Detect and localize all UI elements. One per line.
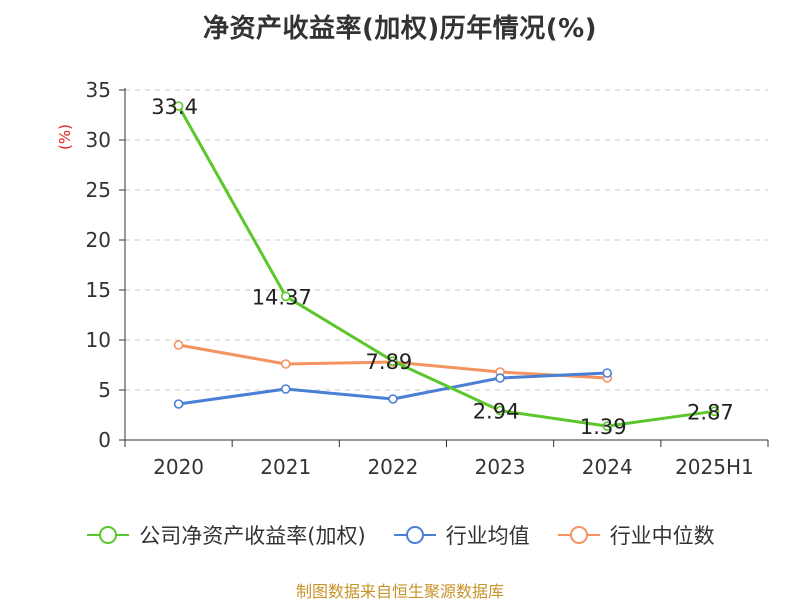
data-point [709,406,720,417]
data-label: 2.87 [687,400,734,424]
data-label: 7.89 [366,350,413,374]
legend-label: 行业中位数 [609,524,715,548]
y-tick-label: 5 [98,378,111,402]
chart-title: 净资产收益率(加权)历年情况(%) [202,14,598,44]
y-tick-label: 30 [86,128,111,152]
series-line [177,105,715,428]
data-point [280,384,291,394]
legend-label: 公司净资产收益率(加权) [139,524,366,548]
x-tick-label: 2022 [367,455,418,479]
data-point [602,368,613,378]
data-point [602,421,613,431]
data-label: 14.37 [252,285,312,309]
x-tick-label: 2025H1 [675,455,754,479]
legend: 公司净资产收益率(加权) 行业均值 行业中位数 [0,520,800,550]
axes: 0 5 10 15 20 25 30 35 2020 2021 2022 2023 2024 2025H1 [86,78,769,479]
data-label: 1.39 [580,415,627,439]
x-tick-label: 2024 [582,455,633,479]
data-point [280,291,291,302]
y-tick-label: 10 [86,328,111,352]
x-tick-label: 2023 [475,455,526,479]
y-axis-label: (%) [55,124,74,150]
y-tick-label: 35 [86,78,111,102]
source-note: 制图数据来自恒生聚源数据库 [295,582,504,600]
data-point [173,340,184,350]
x-tick-label: 2021 [260,455,311,479]
data-label: 33.4 [151,95,198,119]
y-tick-label: 20 [86,228,111,252]
legend-line-circle-icon [87,526,130,544]
y-tick-label: 0 [98,428,111,452]
legend-item[interactable]: 公司净资产收益率(加权) [85,520,366,550]
legend-item[interactable]: 行业均值 [392,520,530,550]
data-point [495,373,505,383]
data-point [173,101,184,111]
grid-lines [125,89,768,391]
y-tick-label: 25 [86,178,111,202]
data-label: 2.94 [473,400,520,424]
x-tick-label: 2020 [153,455,204,479]
legend-item[interactable]: 行业中位数 [556,520,715,550]
series-lines [173,101,720,431]
data-point [388,356,398,366]
legend-line-circle-icon [393,526,436,544]
legend-line-circle-icon [557,526,600,544]
data-labels: 33.4 14.37 7.89 2.94 1.39 2.87 [151,95,734,439]
y-tick-label: 15 [86,278,111,302]
data-point [173,399,184,409]
data-point [388,394,398,404]
data-point [495,405,505,416]
legend-label: 行业均值 [445,524,530,548]
data-point [280,359,291,369]
